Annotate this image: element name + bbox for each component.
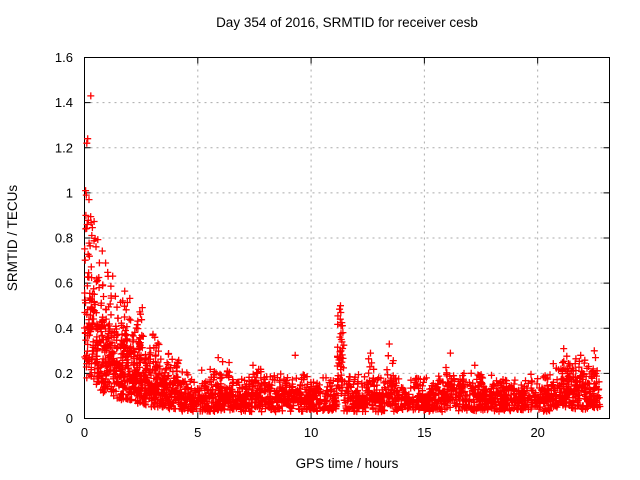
data-points [81,92,604,416]
x-axis-label: GPS time / hours [296,456,399,471]
tick-labels: 0 5 10 15 20 0 0.2 0.4 0.6 0.8 1 1.2 1.4 1.6 [55,50,545,440]
x-tick-label: 15 [417,425,431,440]
srmtid-scatter-points [81,92,604,416]
y-axis-label: SRMTID / TECUs [5,185,20,292]
y-tick-label: 0.6 [55,276,73,291]
x-tick-label: 20 [530,425,544,440]
chart-title: Day 354 of 2016, SRMTID for receiver ces… [216,15,478,30]
y-tick-label: 1.6 [55,50,73,65]
y-tick-label: 0.4 [55,321,73,336]
x-tick-label: 10 [304,425,318,440]
gridlines [84,57,610,419]
y-tick-label: 1.2 [55,140,73,155]
y-tick-label: 1 [66,185,73,200]
y-tick-label: 0 [66,411,73,426]
y-tick-label: 0.2 [55,366,73,381]
y-tick-label: 1.4 [55,95,73,110]
y-tick-label: 0.8 [55,231,73,246]
x-tick-label: 0 [81,425,88,440]
x-tick-label: 5 [194,425,201,440]
